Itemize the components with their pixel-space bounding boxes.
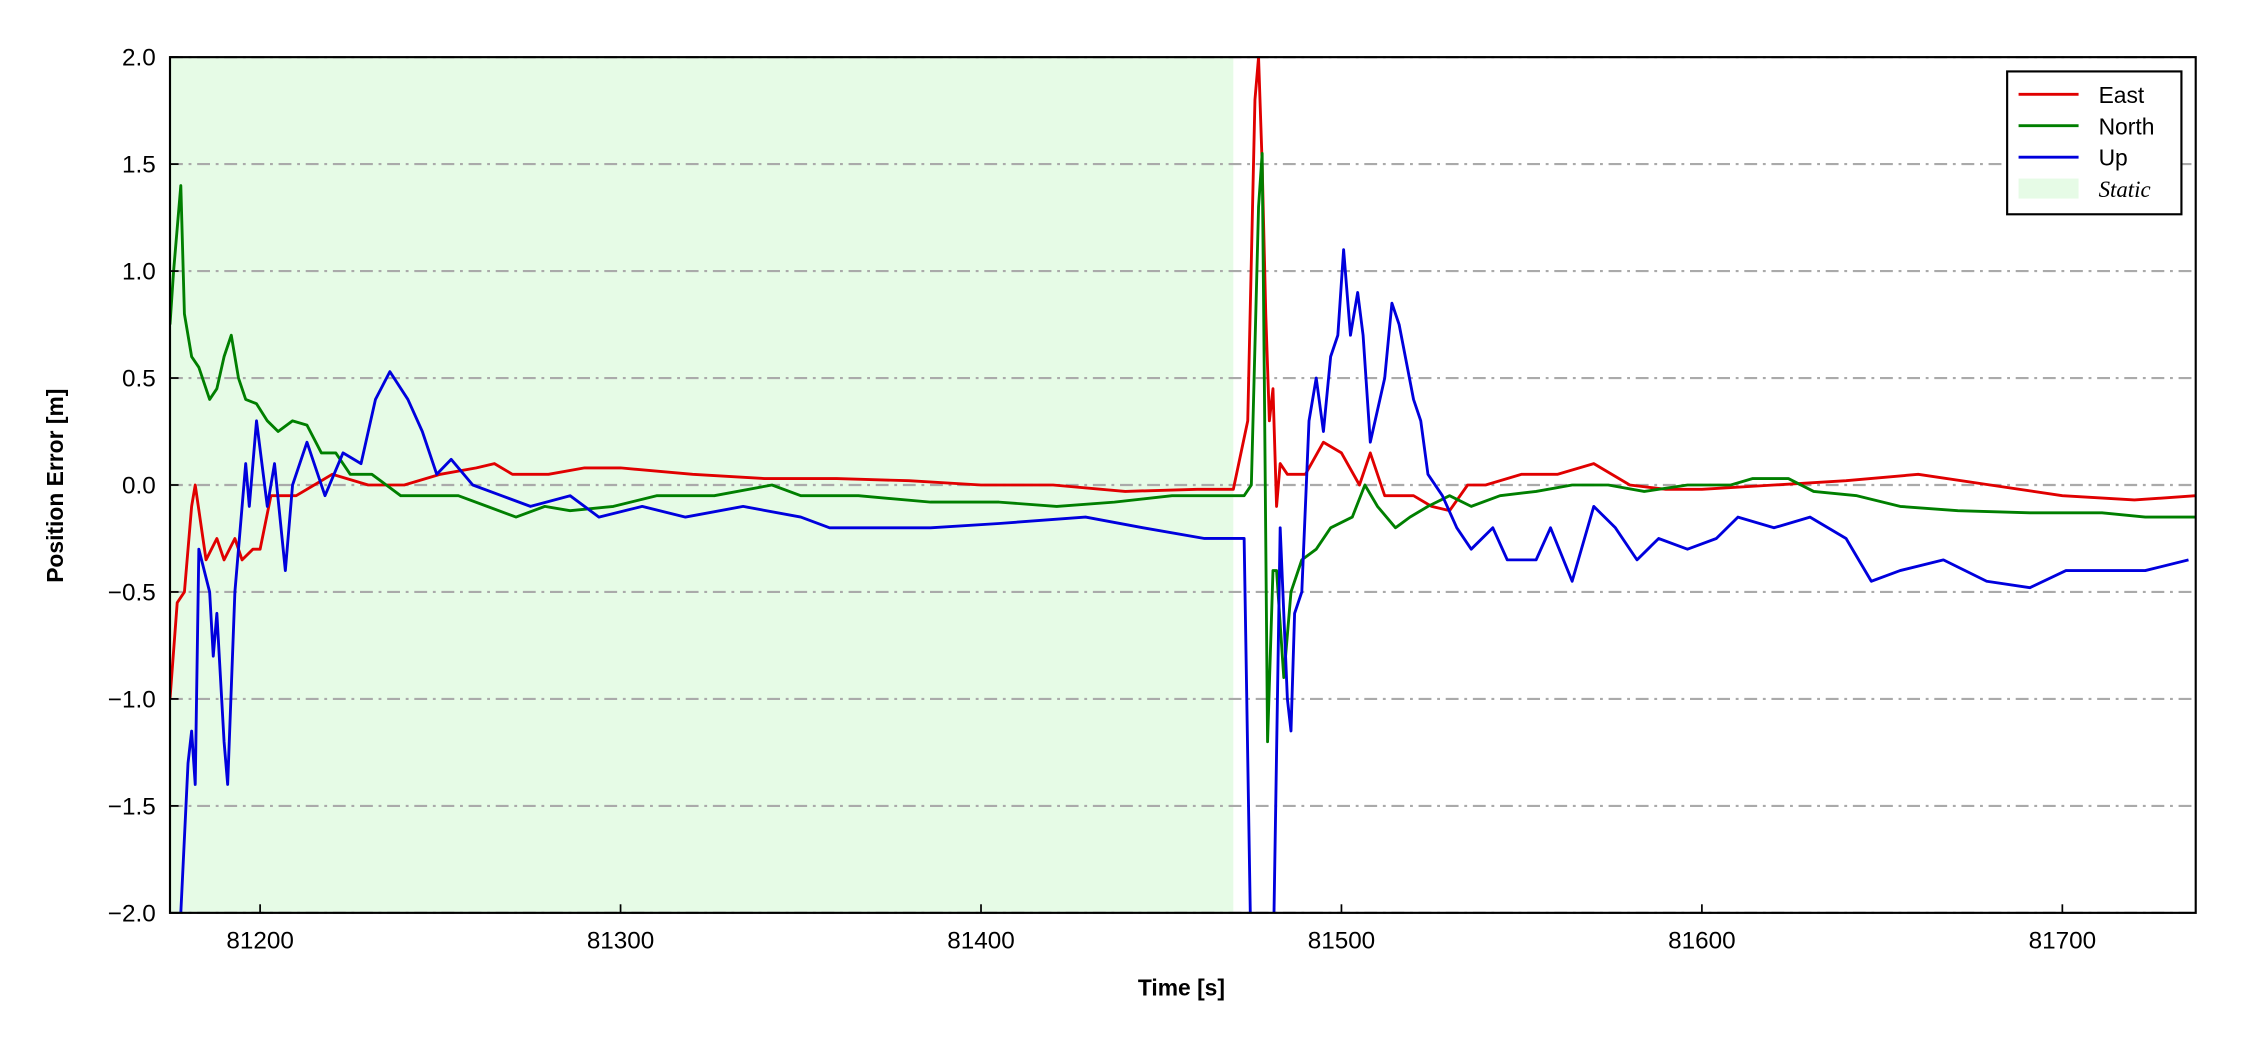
series-line <box>179 248 2189 913</box>
y-tick-label: 1.0 <box>122 259 156 286</box>
series-line <box>170 151 2196 744</box>
y-axis-label: Position Error [m] <box>42 389 68 583</box>
y-tick-label: −1.5 <box>108 793 156 820</box>
series-line <box>170 57 2196 700</box>
x-tick-label: 81600 <box>1668 928 1735 955</box>
y-tick-label: 0.0 <box>122 473 156 500</box>
y-tick-label: −2.0 <box>108 900 156 927</box>
x-tick-label: 81400 <box>947 928 1014 955</box>
y-tick-label: 0.5 <box>122 366 156 393</box>
x-tick-label: 81700 <box>2029 928 2096 955</box>
legend-label: Up <box>2099 145 2128 171</box>
x-tick-label: 81200 <box>226 928 293 955</box>
y-tick-label: 2.0 <box>122 45 156 72</box>
y-tick-label: −1.0 <box>108 687 156 714</box>
x-tick-label: 81300 <box>587 928 654 955</box>
legend-label: Static <box>2099 177 2151 202</box>
legend-label: North <box>2099 113 2155 139</box>
axes: −2.0 −1.5 −1.0 −0.5 0.0 0.5 1.0 1.5 2.0 81200 8130… <box>108 45 2183 955</box>
y-tick-label: 1.5 <box>122 152 156 179</box>
x-tick-label: 81500 <box>1308 928 1375 955</box>
x-axis-label: Time [s] <box>1138 975 1225 1001</box>
y-tick-label: −0.5 <box>108 580 156 607</box>
plot-lines <box>170 57 2196 913</box>
legend-label: East <box>2099 82 2145 108</box>
legend-swatch <box>2018 178 2079 199</box>
